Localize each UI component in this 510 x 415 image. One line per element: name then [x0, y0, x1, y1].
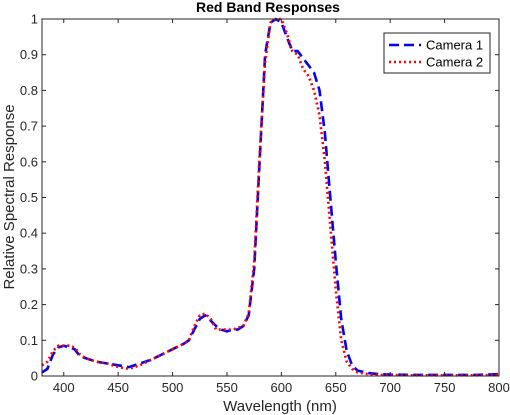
plot-area	[42, 19, 499, 376]
y-axis-title: Relative Spectral Response	[1, 104, 18, 289]
x-tick-label: 450	[107, 380, 129, 395]
y-tick-label: 0.4	[20, 226, 38, 241]
x-tick-label: 550	[216, 380, 238, 395]
plot-frame	[41, 18, 500, 377]
x-tick-label: 800	[488, 380, 510, 395]
y-tick-label: 0.9	[20, 47, 38, 62]
y-tick-label: 1	[31, 12, 38, 27]
legend-label-1: Camera 1	[426, 38, 483, 53]
legend-label-2: Camera 2	[426, 55, 483, 70]
x-tick-label: 500	[162, 380, 184, 395]
y-tick-label: 0.1	[20, 333, 38, 348]
x-axis-title: Wavelength (nm)	[223, 398, 337, 415]
axes: 400 450 500 550 600 650 700 750 800 0 0.1 0.2 0.3 0.4…	[20, 12, 510, 396]
y-tick-label: 0.8	[20, 83, 38, 98]
y-tick-label: 0.2	[20, 297, 38, 312]
legend: Camera 1 Camera 2	[383, 32, 491, 74]
y-tick-label: 0.6	[20, 154, 38, 169]
y-tick-label: 0.3	[20, 261, 38, 276]
x-tick-label: 750	[434, 380, 456, 395]
x-tick-label: 400	[53, 380, 75, 395]
y-tick-label: 0.7	[20, 119, 38, 134]
x-tick-label: 650	[325, 380, 347, 395]
x-tick-label: 700	[379, 380, 401, 395]
x-tick-label: 600	[271, 380, 293, 395]
chart-title: Red Band Responses	[196, 0, 340, 15]
y-tick-label: 0.5	[20, 190, 38, 205]
series-lines	[41, 17, 500, 377]
y-tick-label: 0	[31, 369, 38, 384]
series-line-2	[41, 17, 500, 377]
legend-box	[383, 32, 491, 74]
